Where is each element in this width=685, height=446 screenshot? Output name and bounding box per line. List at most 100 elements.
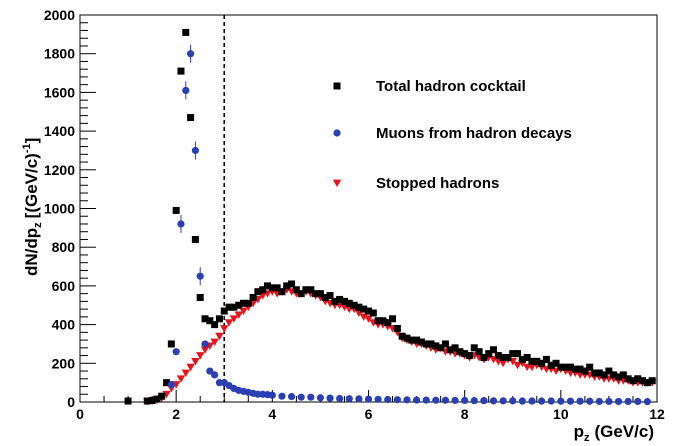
legend-entry: Total hadron cocktail xyxy=(333,78,526,95)
data-point xyxy=(451,344,459,352)
data-point xyxy=(181,369,190,377)
x-axis-title: pz (GeV/c) xyxy=(574,422,654,444)
data-point xyxy=(355,303,363,311)
data-point xyxy=(167,380,175,389)
data-point xyxy=(230,303,238,311)
data-point xyxy=(586,363,594,371)
data-point xyxy=(326,394,334,402)
data-point xyxy=(389,315,397,323)
data-point xyxy=(552,359,560,367)
data-point xyxy=(288,280,296,288)
data-point xyxy=(437,344,445,352)
data-point xyxy=(254,288,262,296)
data-point xyxy=(374,395,382,403)
data-point xyxy=(538,397,546,405)
data-point xyxy=(566,363,574,371)
data-point xyxy=(605,397,613,406)
data-point xyxy=(186,363,195,372)
data-point xyxy=(268,284,276,292)
legend: Total hadron cocktail Muons from hadron d… xyxy=(332,78,572,192)
y-tick-label: 0 xyxy=(67,394,75,410)
data-point xyxy=(345,299,353,307)
data-point xyxy=(427,340,435,348)
data-point xyxy=(514,350,522,358)
data-point xyxy=(643,379,651,387)
data-point xyxy=(408,336,416,344)
y-tick-label: 1600 xyxy=(44,84,75,100)
legend-label: Stopped hadrons xyxy=(376,175,499,192)
data-point xyxy=(393,324,401,332)
data-point xyxy=(268,391,276,399)
data-point xyxy=(648,377,656,385)
y-axis-title-unit: [(GeV/c) xyxy=(22,153,41,218)
plot-frame xyxy=(79,14,658,403)
data-point xyxy=(417,338,425,346)
data-point xyxy=(509,397,517,405)
data-point xyxy=(422,340,430,348)
data-point xyxy=(292,286,300,294)
data-point xyxy=(210,338,219,347)
data-point xyxy=(364,315,373,323)
data-point xyxy=(441,340,449,348)
series-circle xyxy=(167,44,651,406)
series-triangle-down xyxy=(143,286,657,406)
data-point xyxy=(624,375,632,383)
data-point xyxy=(393,396,401,404)
data-point xyxy=(365,307,372,315)
data-point xyxy=(364,395,373,403)
y-tick-label: 1400 xyxy=(44,123,75,139)
data-point xyxy=(158,392,166,400)
data-point xyxy=(456,348,464,356)
legend-marker xyxy=(332,179,342,187)
x-axis-title-main: p xyxy=(574,422,584,441)
data-point xyxy=(215,315,223,323)
data-point xyxy=(350,301,358,309)
data-point xyxy=(211,321,219,329)
data-point xyxy=(355,395,363,403)
legend-marker xyxy=(333,82,341,90)
y-tick-label: 1000 xyxy=(44,201,75,217)
data-point xyxy=(239,307,248,316)
data-point xyxy=(509,350,517,358)
data-point xyxy=(643,398,651,406)
x-tick-label: 10 xyxy=(553,406,569,422)
x-axis-title-sub: z xyxy=(584,432,590,444)
data-point xyxy=(177,67,185,75)
data-point xyxy=(489,397,498,405)
x-tick-label: 6 xyxy=(365,406,373,422)
data-point xyxy=(451,396,459,405)
data-point xyxy=(211,371,219,379)
data-point xyxy=(504,353,512,361)
x-axis-title-unit: (GeV/c) xyxy=(594,422,654,441)
y-axis-title-main: dN/dp xyxy=(22,228,41,276)
legend-entry: Muons from hadron decays xyxy=(333,125,572,142)
data-point xyxy=(600,371,608,379)
data-point xyxy=(498,359,508,368)
data-point xyxy=(224,319,234,327)
data-point xyxy=(326,292,334,300)
data-point xyxy=(215,332,224,341)
y-tick-label: 600 xyxy=(52,278,76,294)
y-tick-label: 1800 xyxy=(44,46,75,62)
data-point xyxy=(273,284,281,292)
axis-ticks: 0 2 4 6 8 10 12 0 200 400 600 800 1000 1200 1400 1600 18… xyxy=(44,7,665,422)
data-point xyxy=(485,350,493,358)
data-point xyxy=(206,317,214,325)
y-tick-label: 800 xyxy=(52,239,76,255)
data-point xyxy=(629,377,637,385)
legend-label: Muons from hadron decays xyxy=(376,125,572,142)
data-point xyxy=(206,367,214,375)
data-point xyxy=(624,397,632,406)
data-point xyxy=(384,395,392,404)
data-point xyxy=(547,397,555,405)
data-point xyxy=(639,377,647,385)
data-point xyxy=(610,371,618,379)
data-point xyxy=(595,397,603,406)
data-point xyxy=(384,319,392,327)
data-point xyxy=(403,334,411,342)
data-point xyxy=(590,369,598,377)
y-axis-title-sub: z xyxy=(32,222,44,228)
data-point xyxy=(124,397,132,405)
data-point xyxy=(398,332,406,340)
data-point xyxy=(605,367,613,375)
